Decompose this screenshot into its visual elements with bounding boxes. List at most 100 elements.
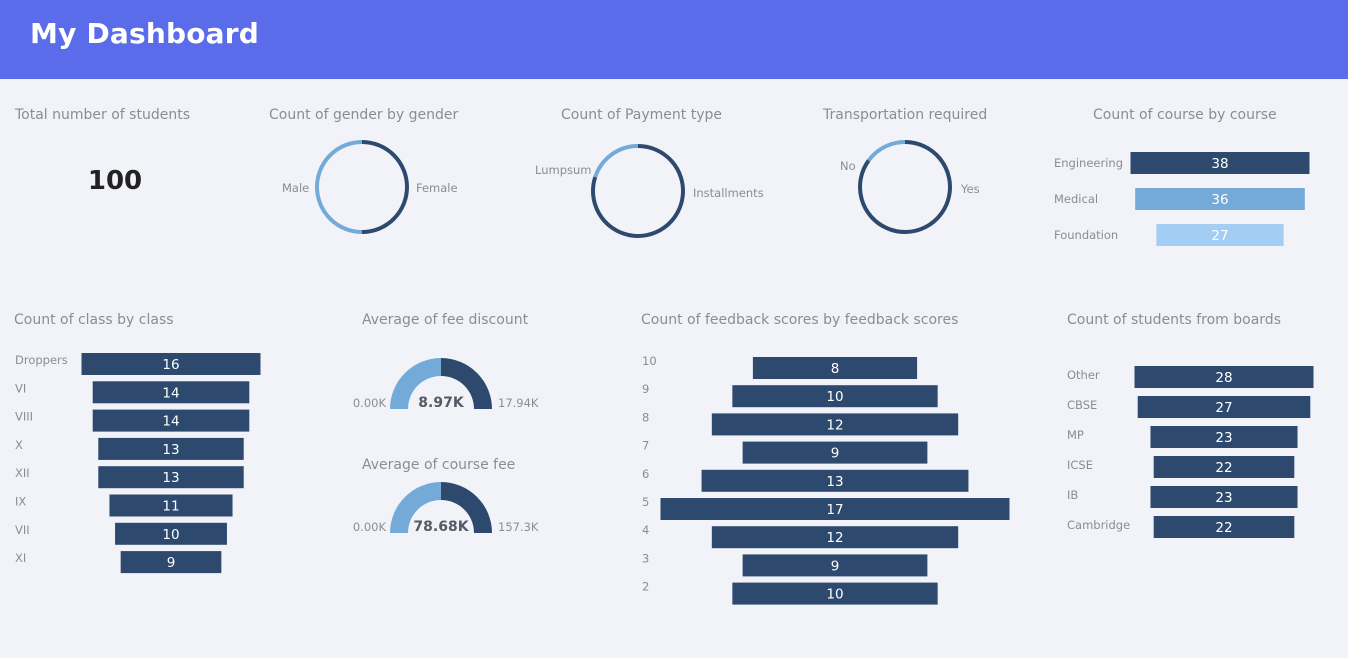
boards-chart-bar [1150, 426, 1298, 448]
boards-chart-value-label: 23 [1215, 430, 1232, 446]
discount-gauge-remainder [441, 358, 492, 409]
class-chart-bar [115, 522, 227, 545]
class-chart-bar [98, 437, 244, 460]
feedback-chart-value-label: 10 [826, 587, 843, 603]
payment-label-lumpsum: Lumpsum [535, 163, 592, 177]
transport-chart-title: Transportation required [823, 107, 988, 123]
transport-label-yes: Yes [961, 182, 980, 196]
coursefee-gauge-max: 157.3K [498, 520, 539, 534]
class-chart-category-label: VII [15, 523, 30, 537]
feedback-chart-bar [752, 357, 918, 379]
course-chart: 38 Engineering 36 Medical 27 Foundation [1054, 152, 1310, 246]
discount-gauge-fill [390, 358, 441, 409]
class-chart-value-label: 14 [162, 385, 179, 401]
feedback-chart-category-label: 9 [642, 382, 649, 396]
feedback-chart-bar [701, 469, 969, 492]
coursefee-gauge-title: Average of course fee [362, 457, 516, 473]
class-chart-category-label: XII [15, 466, 30, 480]
class-chart-value-label: 10 [162, 527, 179, 543]
feedback-chart-value-label: 12 [826, 417, 843, 433]
dashboard-title: My Dashboard [30, 17, 260, 50]
course-chart-value-label: 38 [1211, 156, 1228, 172]
boards-chart-bar [1137, 396, 1311, 418]
payment-donut-slice-installments [591, 144, 685, 238]
kpi-title: Total number of students [15, 107, 190, 123]
course-chart-bar [1130, 152, 1310, 174]
coursefee-gauge: 78.68K 0.00K 157.3K [353, 482, 539, 535]
feedback-chart-value-label: 9 [831, 558, 840, 574]
donut-layer [315, 140, 952, 238]
coursefee-gauge-remainder [441, 482, 492, 533]
class-chart-value-label: 14 [162, 414, 179, 430]
boards-chart-value-label: 27 [1215, 400, 1232, 416]
class-chart-bar [81, 353, 261, 375]
feedback-chart-category-label: 4 [642, 523, 649, 537]
boards-chart-value-label: 23 [1215, 490, 1232, 506]
course-chart-value-label: 27 [1211, 228, 1228, 244]
boards-chart-value-label: 22 [1215, 520, 1232, 536]
course-chart-bar [1135, 188, 1305, 210]
course-chart-category-label: Foundation [1054, 228, 1118, 242]
boards-chart-bar [1150, 486, 1298, 508]
feedback-chart-bar [742, 554, 928, 577]
gender-label-male: Male [282, 181, 310, 195]
class-chart: 16 Droppers 14 VI 14 VIII 13 X 13 XII 11 IX 10 VII 9 XI [15, 353, 261, 574]
feedback-chart-bar [660, 498, 1010, 520]
class-chart-title: Count of class by class [14, 312, 174, 328]
feedback-chart-value-label: 12 [826, 530, 843, 546]
transport-donut-slice-no [866, 140, 906, 162]
feedback-chart-bar [711, 413, 959, 436]
boards-chart-category-label: MP [1067, 428, 1084, 442]
course-chart-category-label: Medical [1054, 192, 1098, 206]
course-chart-bar [1156, 224, 1284, 246]
payment-label-installments: Installments [693, 186, 764, 200]
transport-label-no: No [840, 159, 856, 173]
class-chart-category-label: Droppers [15, 353, 68, 367]
discount-gauge-value: 8.97K [418, 395, 465, 411]
boards-chart-category-label: CBSE [1067, 398, 1097, 412]
gender-donut-slice-female [361, 140, 409, 234]
boards-chart-bar [1153, 456, 1295, 478]
feedback-chart-bar [711, 526, 959, 549]
course-chart-category-label: Engineering [1054, 156, 1123, 170]
feedback-chart-category-label: 6 [642, 467, 649, 481]
gender-donut-slice-male [315, 140, 363, 234]
feedback-chart-value-label: 10 [826, 389, 843, 405]
feedback-chart: 8 10 10 9 12 8 9 7 13 6 17 5 12 4 9 3 10 2 [642, 354, 1010, 605]
gender-chart-title: Count of gender by gender [269, 107, 459, 123]
payment-chart-title: Count of Payment type [561, 107, 722, 123]
feedback-chart-bar [732, 385, 938, 408]
class-chart-value-label: 9 [167, 555, 176, 571]
feedback-chart-title: Count of feedback scores by feedback sco… [641, 312, 959, 328]
class-chart-value-label: 13 [162, 442, 179, 458]
discount-gauge-max: 17.94K [498, 396, 539, 410]
feedback-chart-value-label: 9 [831, 446, 840, 462]
class-chart-category-label: IX [15, 495, 26, 509]
feedback-chart-category-label: 10 [642, 354, 657, 368]
discount-gauge: 8.97K 0.00K 17.94K [353, 358, 539, 411]
boards-chart-category-label: IB [1067, 488, 1078, 502]
class-chart-bar [98, 466, 244, 489]
coursefee-gauge-value: 78.68K [413, 519, 469, 535]
boards-chart-value-label: 28 [1215, 370, 1232, 386]
feedback-chart-category-label: 3 [642, 551, 649, 565]
kpi-total-students: 100 [87, 166, 143, 196]
payment-donut [591, 144, 685, 238]
feedback-chart-value-label: 8 [831, 361, 840, 377]
boards-chart-value-label: 22 [1215, 460, 1232, 476]
discount-gauge-title: Average of fee discount [362, 312, 529, 328]
gender-label-female: Female [416, 181, 458, 195]
transport-donut-slice-yes [858, 140, 952, 234]
feedback-chart-value-label: 17 [826, 502, 843, 518]
payment-donut-slice-lumpsum [593, 144, 639, 178]
class-chart-value-label: 13 [162, 470, 179, 486]
class-chart-bar [92, 409, 250, 432]
class-chart-value-label: 16 [162, 357, 179, 373]
feedback-chart-category-label: 5 [642, 495, 649, 509]
gender-donut [315, 140, 409, 234]
discount-gauge-min: 0.00K [353, 396, 387, 410]
class-chart-category-label: VIII [15, 410, 33, 424]
feedback-chart-value-label: 13 [826, 474, 843, 490]
boards-chart-bar [1134, 366, 1314, 388]
